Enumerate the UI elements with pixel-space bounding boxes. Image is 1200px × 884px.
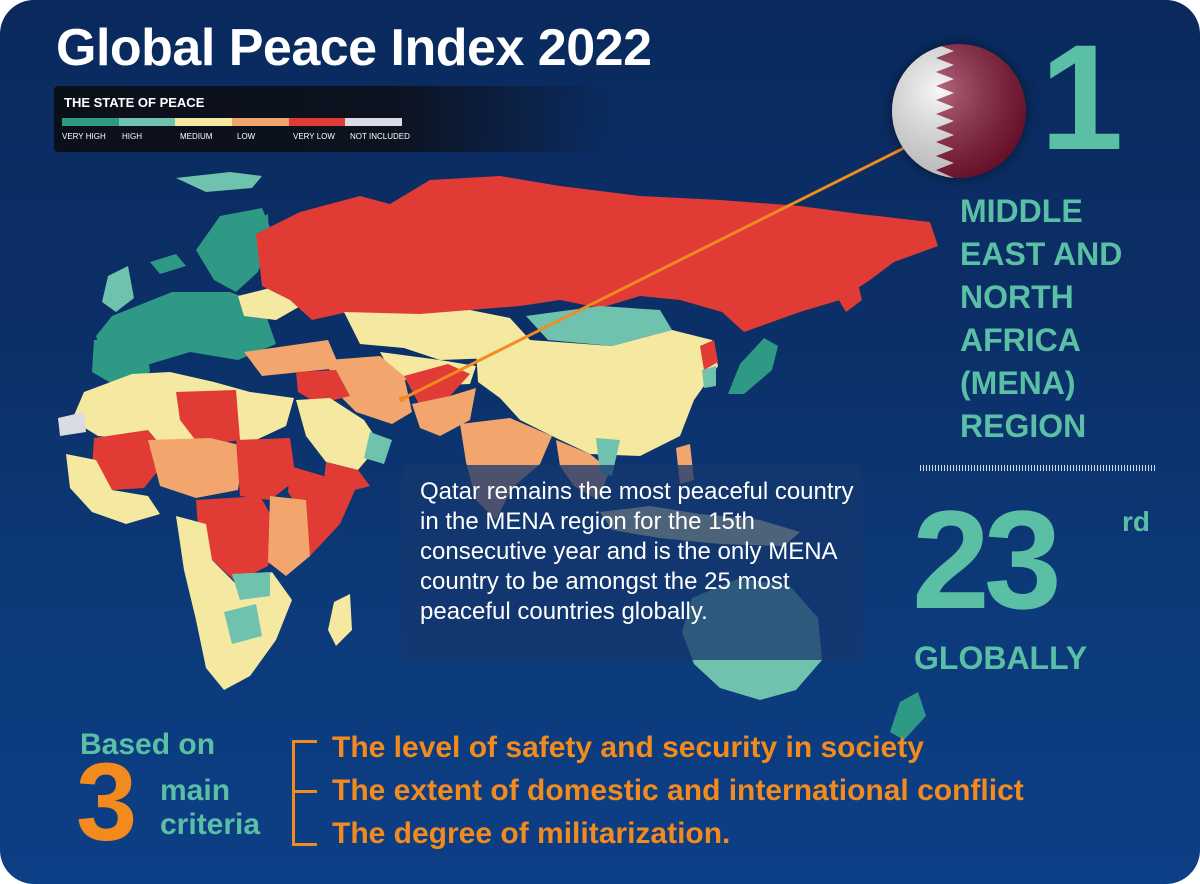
- map-region-new-zealand: [890, 692, 926, 740]
- map-region-libya: [176, 390, 240, 446]
- region-label-line: NORTH: [960, 279, 1074, 315]
- map-region-western-sahara: [58, 412, 86, 436]
- legend-swatch-very-high: [62, 118, 119, 126]
- map-region-madagascar: [328, 594, 352, 646]
- legend-swatch-high: [118, 118, 176, 126]
- bracket-tick: [295, 843, 317, 846]
- map-region-oman: [364, 432, 392, 464]
- region-rank: 1: [1040, 13, 1124, 181]
- legend-swatch-very-low: [288, 118, 346, 126]
- legend-title: THE STATE OF PEACE: [64, 95, 205, 110]
- map-region-kamchatka: [834, 276, 862, 312]
- legend-color-bar: [62, 118, 403, 126]
- map-region-turkey: [244, 340, 340, 376]
- legend-label-very-high: VERY HIGH: [62, 132, 106, 141]
- map-region-mongolia: [526, 306, 672, 346]
- map-region-sudan: [236, 438, 296, 500]
- legend-label-high: HIGH: [122, 132, 142, 141]
- description-text: Qatar remains the most peaceful country …: [420, 478, 854, 625]
- description-box: Qatar remains the most peaceful country …: [402, 465, 862, 660]
- map-region-uk: [102, 266, 134, 312]
- map-region-iraq-syria: [296, 370, 350, 404]
- global-rank-suffix: rd: [1122, 506, 1150, 537]
- criteria-count: 3: [76, 741, 138, 864]
- map-region-china: [476, 330, 718, 456]
- legend-labels: VERY HIGH HIGH MEDIUM LOW VERY LOW NOT I…: [62, 132, 482, 144]
- criteria-bracket: [292, 740, 317, 846]
- map-region-iceland: [150, 254, 186, 274]
- map-region-congo: [196, 496, 276, 582]
- map-region-niger-chad: [148, 438, 244, 498]
- legend-label-very-low: VERY LOW: [293, 132, 335, 141]
- region-label-line: (MENA): [960, 365, 1076, 401]
- map-region-greenland: [176, 172, 262, 192]
- criteria-main-word: main: [160, 774, 231, 807]
- legend-swatch-medium: [175, 118, 233, 126]
- legend-label-not-included: NOT INCLUDED: [350, 132, 410, 141]
- legend-label-medium: MEDIUM: [180, 132, 213, 141]
- map-region-saudi-arabia: [296, 398, 380, 470]
- map-region-botswana: [224, 604, 262, 644]
- page-title: Global Peace Index 2022: [56, 19, 652, 77]
- map-region-japan: [728, 338, 778, 394]
- map-region-zambia: [232, 572, 270, 600]
- region-label-line: EAST AND: [960, 236, 1123, 272]
- global-rank-label: GLOBALLY: [914, 640, 1088, 676]
- criteria-item: The level of safety and security in soci…: [332, 731, 924, 764]
- qatar-marker: [399, 396, 405, 402]
- region-label-line: MIDDLE: [960, 193, 1083, 229]
- map-region-south-korea: [702, 366, 716, 388]
- divider: [920, 465, 1156, 471]
- legend-label-low: LOW: [237, 132, 256, 141]
- map-region-iran: [328, 356, 412, 424]
- criteria-main-label: main criteria: [160, 774, 260, 842]
- legend-swatch-not-included: [345, 118, 403, 126]
- criteria-based-on: Based on: [80, 728, 216, 761]
- criteria-word: criteria: [160, 808, 261, 841]
- criteria-item: The extent of domestic and international…: [332, 774, 1024, 807]
- legend: THE STATE OF PEACE VERY HIGH HIGH MEDIUM…: [54, 86, 614, 152]
- map-region-east-africa: [268, 496, 310, 576]
- region-label: MIDDLE EAST AND NORTH AFRICA (MENA) REGI…: [960, 190, 1180, 448]
- legend-swatch-low: [232, 118, 289, 126]
- map-region-korea: [700, 340, 718, 370]
- map-region-central-southern-africa: [176, 516, 292, 690]
- bracket-tick: [295, 740, 317, 743]
- global-rank: 23: [912, 481, 1062, 638]
- region-label-line: AFRICA: [960, 322, 1081, 358]
- map-region-west-africa: [66, 454, 160, 524]
- map-region-kazakhstan: [344, 310, 530, 360]
- bracket-tick: [295, 790, 317, 793]
- criteria-list: The level of safety and security in soci…: [332, 726, 1024, 855]
- region-label-line: REGION: [960, 408, 1087, 444]
- qatar-pointer-line: [403, 142, 913, 400]
- criteria-item: The degree of militarization.: [332, 817, 731, 850]
- qatar-flag-icon: [892, 44, 1026, 178]
